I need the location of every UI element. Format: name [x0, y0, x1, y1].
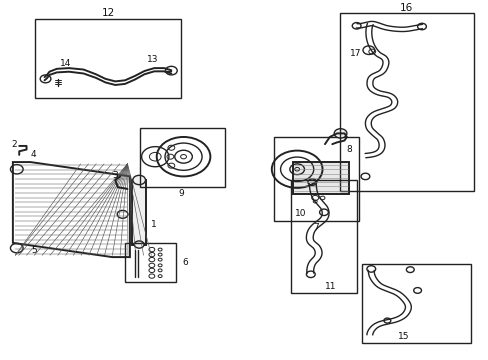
- Text: 8: 8: [346, 145, 351, 154]
- Text: 6: 6: [182, 258, 187, 267]
- Bar: [339, 13, 473, 191]
- Text: 10: 10: [294, 209, 305, 218]
- Text: 5: 5: [31, 246, 37, 255]
- Text: 16: 16: [399, 3, 412, 13]
- Circle shape: [133, 175, 145, 185]
- Text: 17: 17: [349, 49, 361, 58]
- Text: 4: 4: [31, 150, 37, 159]
- Bar: [35, 19, 181, 98]
- Bar: [273, 137, 358, 221]
- Circle shape: [134, 241, 144, 248]
- Bar: [140, 128, 224, 187]
- Bar: [293, 162, 348, 194]
- Bar: [361, 264, 470, 343]
- Text: 7: 7: [313, 223, 319, 232]
- Text: 14: 14: [60, 59, 71, 68]
- Text: 12: 12: [101, 8, 114, 18]
- Text: 3: 3: [112, 171, 118, 180]
- Text: 2: 2: [12, 140, 17, 149]
- Text: 13: 13: [147, 55, 158, 64]
- Text: 11: 11: [325, 282, 336, 291]
- Bar: [125, 243, 176, 282]
- Text: 15: 15: [397, 332, 408, 341]
- Bar: [132, 180, 146, 244]
- Bar: [290, 180, 356, 293]
- Circle shape: [333, 129, 346, 138]
- Text: 1: 1: [151, 220, 157, 229]
- Text: 9: 9: [178, 189, 183, 198]
